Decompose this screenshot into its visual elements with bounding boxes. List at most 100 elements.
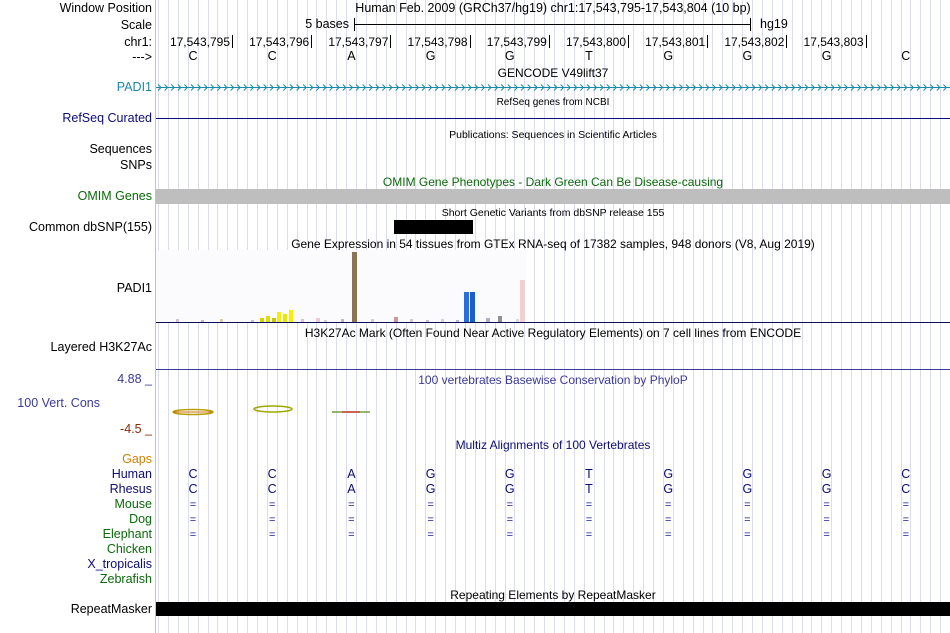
grid-line — [643, 0, 645, 633]
strand-chevron — [659, 84, 664, 91]
strand-chevron — [791, 84, 796, 91]
track-label-gaps[interactable]: Gaps — [122, 452, 152, 466]
species-label-chicken[interactable]: Chicken — [106, 542, 152, 556]
grid-line — [811, 0, 813, 633]
publications-title: Publications: Sequences in Scientific Ar… — [449, 129, 657, 141]
track-label-refseq[interactable]: RefSeq Curated — [62, 111, 152, 125]
phylop-title: 100 vertebrates Basewise Conservation by… — [418, 373, 688, 387]
alignment-base-mouse: = — [823, 499, 830, 511]
species-label-mouse[interactable]: Mouse — [114, 497, 152, 511]
alignment-base-rhesus: T — [585, 482, 593, 496]
omim-gene-bar[interactable] — [156, 189, 950, 204]
reference-base: C — [267, 49, 277, 63]
strand-chevron — [355, 84, 360, 91]
strand-chevron — [725, 84, 730, 91]
alignment-base-human: C — [267, 467, 277, 481]
track-image[interactable]: Human Feb. 2009 (GRCh37/hg19) chr1:17,54… — [156, 0, 950, 633]
track-label-dbsnp[interactable]: Common dbSNP(155) — [29, 220, 152, 234]
grid-line — [860, 0, 862, 633]
track-label-sequences[interactable]: Sequences — [89, 142, 152, 156]
strand-chevron — [804, 84, 809, 91]
species-label-human[interactable]: Human — [111, 467, 152, 481]
strand-chevron — [718, 84, 723, 91]
gencode-title: GENCODE V49lift37 — [497, 66, 609, 80]
alignment-base-mouse: = — [744, 499, 751, 511]
species-label-elephant[interactable]: Elephant — [102, 527, 152, 541]
species-label-zebrafish[interactable]: Zebrafish — [99, 572, 152, 586]
alignment-base-dog: = — [189, 514, 197, 526]
strand-chevron — [454, 84, 459, 91]
track-label-snps[interactable]: SNPs — [120, 158, 152, 172]
track-label-gencode[interactable]: PADI1 — [116, 80, 152, 94]
species-label-rhesus[interactable]: Rhesus — [109, 482, 152, 496]
strand-chevron — [441, 84, 446, 91]
track-label-gtex[interactable]: PADI1 — [116, 281, 152, 295]
ruler-coordinate: 17,543,797 — [328, 35, 389, 49]
species-label-xtropicalis[interactable]: X_tropicalis — [87, 557, 152, 571]
strand-chevron — [784, 84, 789, 91]
phylop-conservation-plot[interactable] — [156, 400, 950, 420]
strand-chevron — [712, 84, 717, 91]
strand-chevron — [903, 84, 908, 91]
dbsnp-variant-bar[interactable] — [394, 220, 473, 234]
alignment-base-elephant: = — [506, 529, 514, 541]
track-label-cons[interactable]: 100 Vert. Cons — [17, 396, 100, 410]
alignment-base-dog: = — [744, 514, 751, 526]
assembly-text: hg19 — [760, 17, 788, 31]
strand-chevron — [494, 84, 499, 91]
alignment-base-elephant: = — [268, 529, 276, 541]
strand-chevron — [580, 84, 585, 91]
strand-chevron — [943, 84, 948, 91]
strand-chevron — [467, 84, 472, 91]
scale-bar — [354, 24, 750, 25]
track-label-h3k27ac[interactable]: Layered H3K27Ac — [50, 340, 152, 354]
alignment-base-mouse: = — [585, 499, 593, 511]
scale-text: 5 bases — [305, 17, 349, 31]
alignment-base-mouse: = — [268, 499, 276, 511]
alignment-base-elephant: = — [744, 529, 751, 541]
h3k27ac-baseline[interactable] — [156, 369, 950, 370]
grid-line — [752, 0, 753, 633]
position-text: Human Feb. 2009 (GRCh37/hg19) chr1:17,54… — [355, 1, 751, 15]
grid-line — [544, 0, 546, 633]
strand-chevron — [190, 84, 195, 91]
strand-chevron — [269, 84, 274, 91]
strand-chevron — [764, 84, 769, 91]
alignment-base-dog: = — [664, 514, 672, 526]
strand-chevron — [778, 84, 783, 91]
ruler-tick — [232, 35, 233, 48]
alignment-base-elephant: = — [902, 529, 910, 541]
grid-line — [831, 0, 833, 633]
grid-line — [682, 0, 684, 633]
alignment-base-rhesus: C — [267, 482, 277, 496]
alignment-base-human: T — [585, 467, 593, 481]
strand-chevron — [844, 84, 849, 91]
strand-chevron — [599, 84, 604, 91]
strand-chevron — [481, 84, 486, 91]
strand-chevron — [679, 84, 684, 91]
strand-chevron — [474, 84, 479, 91]
ruler-tick — [311, 35, 313, 48]
ruler-coordinate: 17,543,803 — [803, 35, 864, 49]
grid-line — [930, 0, 932, 633]
strand-chevron — [283, 84, 288, 91]
strand-chevron — [210, 84, 215, 91]
strand-chevron — [692, 84, 697, 91]
ruler-coordinate: 17,543,796 — [249, 35, 310, 49]
grid-line — [672, 0, 674, 633]
strand-chevron — [368, 84, 373, 91]
grid-line — [742, 0, 744, 633]
gtex-expression-chart[interactable] — [156, 250, 950, 325]
strand-chevron — [309, 84, 314, 91]
cons-max-label: 4.88 _ — [117, 372, 152, 386]
species-label-dog[interactable]: Dog — [129, 512, 152, 526]
repeatmasker-element-bar[interactable] — [156, 602, 950, 616]
track-label-repeatmasker[interactable]: RepeatMasker — [70, 602, 152, 616]
strand-chevron — [797, 84, 802, 91]
alignment-base-elephant: = — [427, 529, 434, 541]
alignment-base-dog: = — [348, 514, 355, 526]
padi1-gene-arrows[interactable] — [156, 80, 950, 96]
track-label-omim[interactable]: OMIM Genes — [77, 189, 152, 203]
strand-chevron — [223, 84, 228, 91]
refseq-gene-line[interactable] — [156, 118, 950, 119]
